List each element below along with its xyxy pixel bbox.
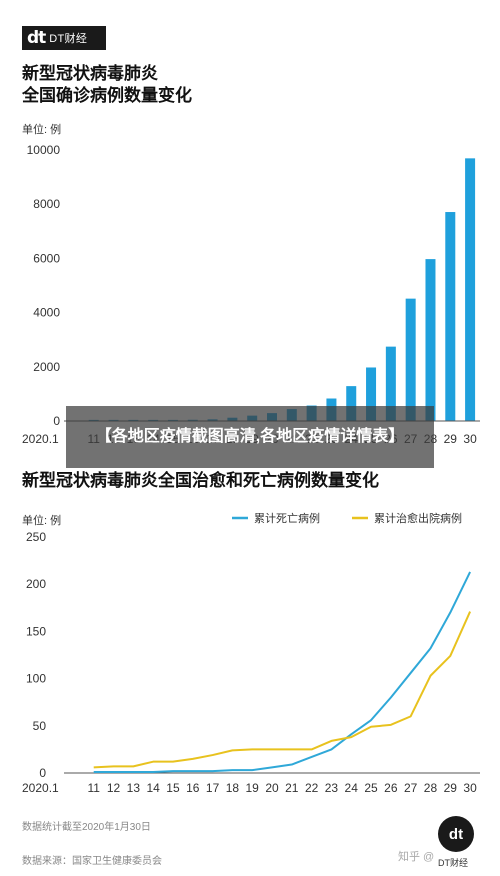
- chart1-ytick-label: 8000: [33, 197, 60, 211]
- logo-mark: dt: [27, 28, 46, 48]
- chart1-bar: [445, 212, 456, 421]
- chart1-xtick-label: 2020.1: [22, 432, 59, 446]
- chart2-title: 新型冠状病毒肺炎全国治愈和死亡病例数量变化: [22, 471, 379, 490]
- chart2-ytick-label: 150: [26, 624, 46, 638]
- chart2-xtick-label: 11: [87, 781, 100, 795]
- chart2-xtick-label: 19: [246, 781, 260, 795]
- chart1-ytick-label: 6000: [33, 251, 60, 265]
- chart2-xtick-label: 22: [305, 781, 319, 795]
- chart1-ytick-label: 0: [53, 414, 60, 428]
- chart1-bar: [385, 346, 396, 421]
- chart1-bar: [366, 367, 377, 421]
- chart1-xtick-label: 30: [463, 432, 477, 446]
- chart1-title-line2: 全国确诊病例数量变化: [22, 86, 192, 105]
- chart2-xtick-label: 13: [127, 781, 141, 795]
- chart1-bar: [405, 298, 416, 421]
- chart2-ytick-label: 50: [33, 719, 47, 733]
- chart2-xtick-label: 24: [345, 781, 359, 795]
- chart1-title: 新型冠状病毒肺炎 全国确诊病例数量变化: [22, 63, 192, 107]
- chart2-xtick-label: 21: [285, 781, 299, 795]
- chart2-series-deaths-line: [93, 571, 471, 774]
- chart2-xtick-label: 16: [186, 781, 200, 795]
- chart2-unit: 单位: 例: [22, 515, 62, 527]
- chart1-ytick-label: 10000: [27, 143, 61, 157]
- logo-name: DT财经: [49, 33, 88, 45]
- footnote-source: 数据来源：国家卫生健康委员会: [22, 856, 162, 867]
- headline-overlay: 【各地区疫情截图高清,各地区疫情详情表】: [66, 406, 434, 468]
- chart1-unit: 单位: 例: [22, 124, 62, 136]
- chart1-bar: [425, 259, 436, 421]
- chart2-xtick-label: 28: [424, 781, 438, 795]
- chart2-ytick-label: 250: [26, 530, 46, 544]
- chart1-bar: [465, 158, 476, 421]
- chart2-xtick-label: 12: [107, 781, 121, 795]
- chart2-xtick-label: 29: [444, 781, 458, 795]
- chart2-ytick-label: 100: [26, 672, 46, 686]
- chart2-xtick-label: 14: [146, 781, 160, 795]
- chart2-ytick-label: 200: [26, 577, 46, 591]
- chart1-xtick-label: 29: [444, 432, 458, 446]
- chart2-xtick-label: 18: [226, 781, 240, 795]
- chart2-legend-label: 累计治愈出院病例: [374, 511, 462, 525]
- chart2-xtick-label: 25: [364, 781, 378, 795]
- chart2-legend-label: 累计死亡病例: [254, 511, 320, 525]
- chart2-xtick-label: 27: [404, 781, 418, 795]
- brand-logo: dt DT财经: [22, 26, 106, 50]
- chart2-ytick-label: 0: [39, 766, 46, 780]
- footnote-date: 数据统计截至2020年1月30日: [22, 822, 151, 833]
- chart1-ytick-label: 2000: [33, 360, 60, 374]
- brand-badge: dt: [438, 816, 474, 852]
- zhihu-watermark: 知乎 @: [398, 851, 435, 863]
- chart1-bar: [346, 386, 357, 421]
- chart2-series-cured-line: [93, 611, 472, 769]
- chart1-ytick-label: 4000: [33, 306, 60, 320]
- chart2-xtick-label: 15: [166, 781, 180, 795]
- chart2-xtick-label: 26: [384, 781, 398, 795]
- chart2-xtick-label: 23: [325, 781, 339, 795]
- chart2-xtick-label: 17: [206, 781, 220, 795]
- chart2-xtick-label: 30: [463, 781, 477, 795]
- chart1-title-line1: 新型冠状病毒肺炎: [22, 64, 158, 83]
- brand-badge-label: DT财经: [438, 858, 468, 868]
- chart2-xtick-label: 20: [265, 781, 279, 795]
- chart2-xtick-label: 2020.1: [22, 781, 59, 795]
